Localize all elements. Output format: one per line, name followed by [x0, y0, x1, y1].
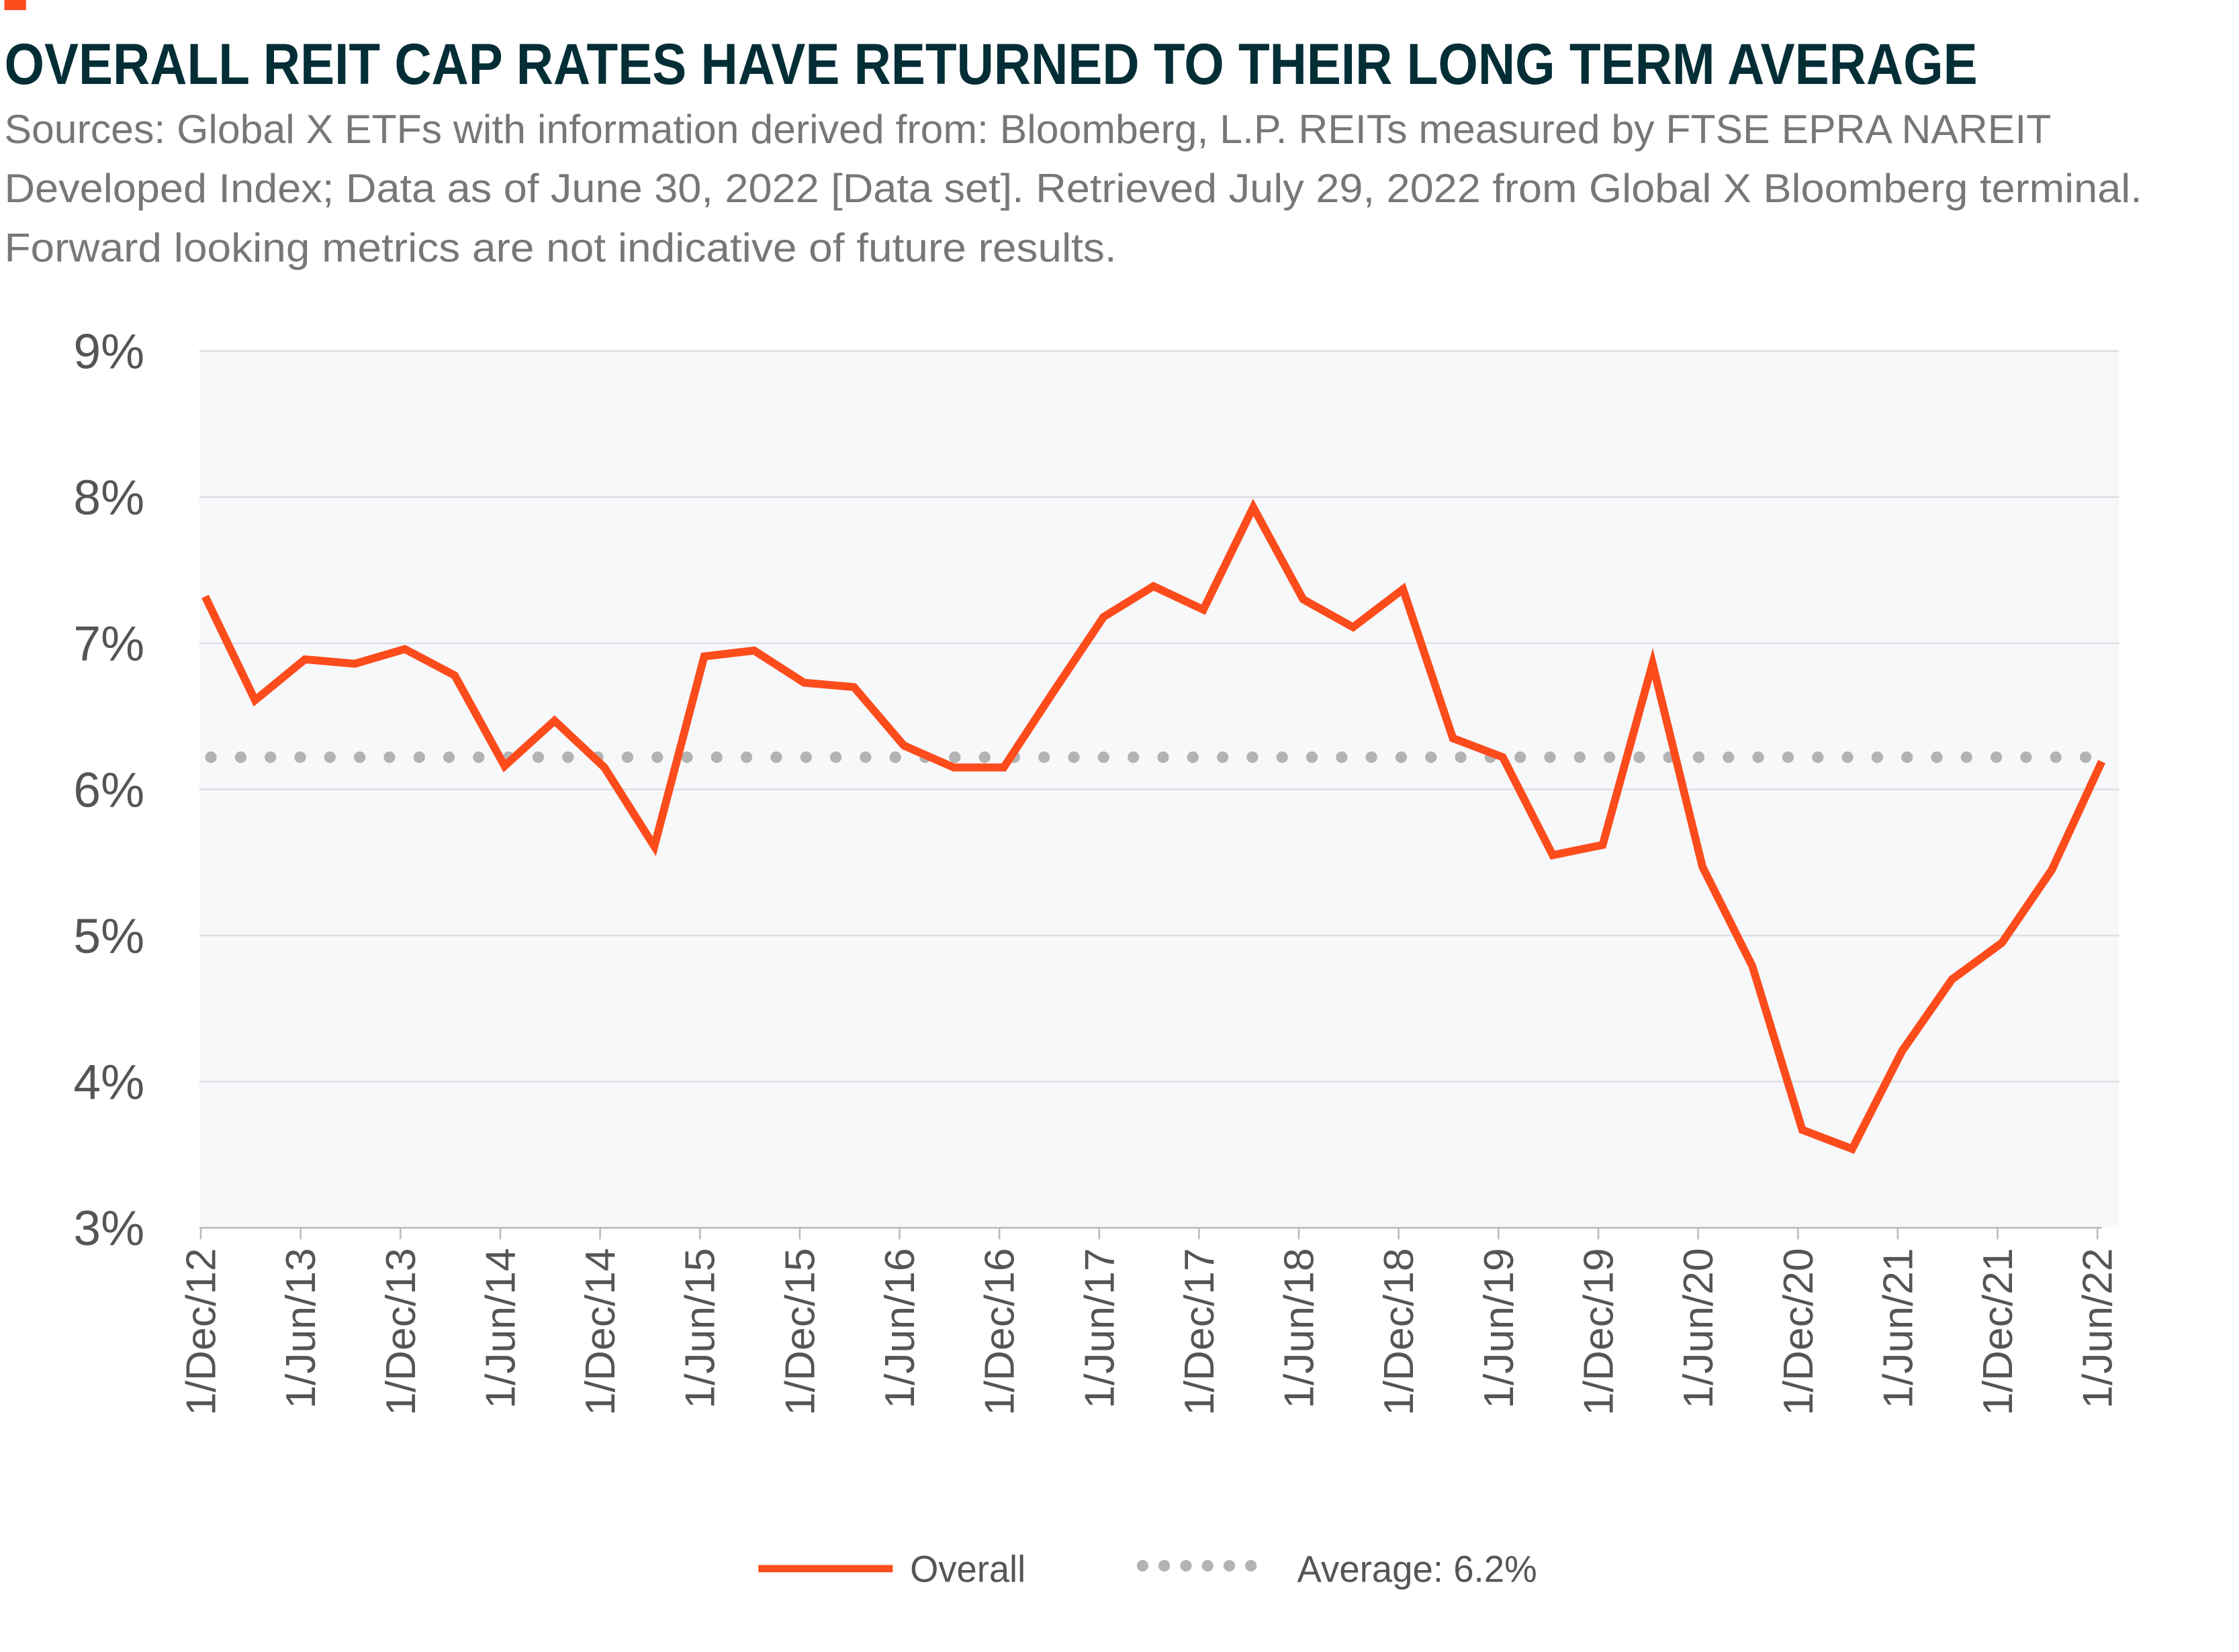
x-tick-label: 1/Jun/18	[1277, 1248, 1323, 1408]
legend: Overall Average: 6.2%	[758, 1547, 1537, 1590]
x-tick-label: 1/Jun/17	[1077, 1248, 1123, 1408]
x-tick-label: 1/Jun/15	[678, 1248, 724, 1408]
x-tick-label: 1/Dec/17	[1177, 1248, 1223, 1416]
x-tick-label: 1/Dec/15	[777, 1248, 823, 1416]
x-tick-label: 1/Dec/21	[1975, 1248, 2021, 1416]
x-tick-label: 1/Jun/19	[1476, 1248, 1522, 1408]
x-tick-label: 1/Dec/18	[1376, 1248, 1422, 1416]
brand-mark	[4, 0, 26, 11]
x-tick-label: 1/Jun/21	[1875, 1248, 1921, 1408]
x-tick-label: 1/Dec/13	[378, 1248, 424, 1416]
y-tick-label: 6%	[73, 763, 144, 817]
chart-title: OVERALL REIT CAP RATES HAVE RETURNED TO …	[4, 32, 1977, 97]
x-tick-label: 1/Jun/13	[278, 1248, 324, 1408]
x-tick-label: 1/Jun/16	[877, 1248, 923, 1408]
x-tick-label: 1/Jun/22	[2075, 1248, 2121, 1408]
x-tick-label: 1/Dec/12	[179, 1248, 225, 1416]
y-tick-label: 5%	[73, 909, 144, 964]
x-axis: 1/Dec/12 1/Jun/13 1/Dec/13 1/Jun/14 1/Dec/14…	[179, 1226, 2121, 1416]
x-tick-label: 1/Dec/16	[977, 1248, 1023, 1416]
gridlines	[199, 350, 2119, 1083]
x-tick-label: 1/Dec/14	[578, 1248, 624, 1416]
y-axis: 3% 4% 5% 6% 7% 8% 9%	[73, 324, 144, 1256]
x-tick-label: 1/Dec/20	[1776, 1248, 1822, 1416]
y-tick-label: 9%	[73, 324, 144, 379]
series-layer	[201, 498, 2118, 1154]
source-line-1: Sources: Global X ETFs with information …	[4, 106, 2051, 152]
legend-overall-label: Overall	[910, 1547, 1025, 1590]
y-tick-label: 4%	[73, 1055, 144, 1109]
y-tick-label: 3%	[73, 1201, 144, 1256]
y-tick-label: 7%	[73, 617, 144, 672]
source-line-2: Developed Index; Data as of June 30, 202…	[4, 165, 2142, 211]
x-tick-label: 1/Dec/19	[1575, 1248, 1622, 1416]
x-tick-label: 1/Jun/20	[1676, 1248, 1722, 1408]
legend-average-label: Average: 6.2%	[1297, 1547, 1537, 1590]
source-line-3: Forward looking metrics are not indicati…	[4, 224, 1116, 270]
x-tick-label: 1/Jun/14	[477, 1248, 524, 1408]
y-tick-label: 8%	[73, 471, 144, 525]
